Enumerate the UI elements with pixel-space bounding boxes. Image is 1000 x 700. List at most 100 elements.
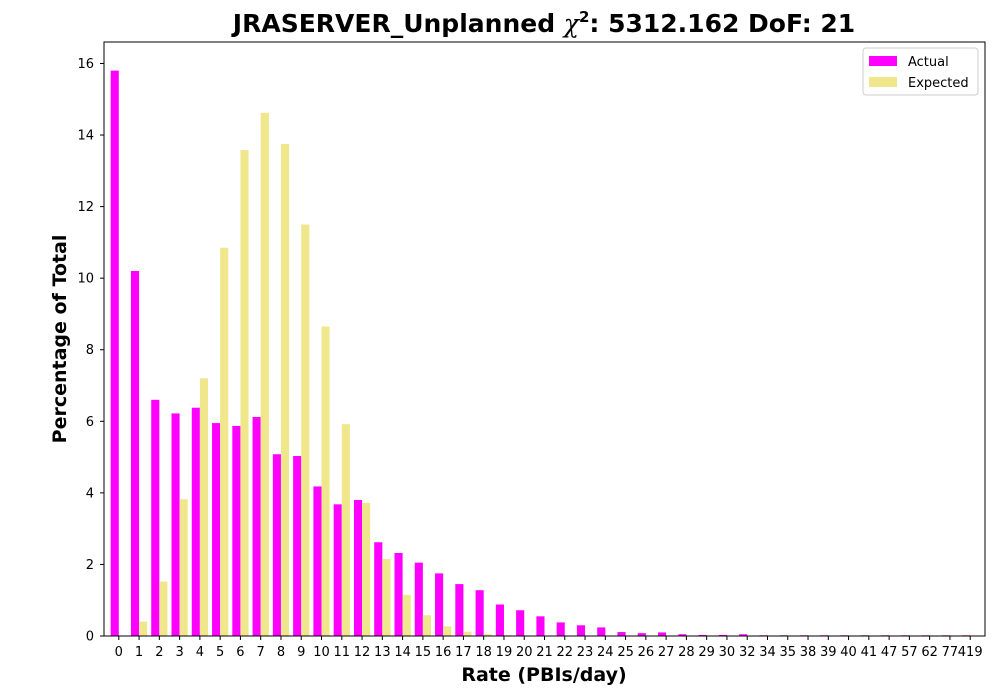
bars-group — [110, 70, 971, 637]
bar-actual-19 — [495, 604, 504, 636]
x-tick-label-41: 41 — [861, 645, 878, 660]
x-tick-label-57: 57 — [901, 645, 918, 660]
x-tick-label-20: 20 — [516, 645, 533, 660]
x-tick-label-32: 32 — [739, 645, 756, 660]
x-tick-label-22: 22 — [556, 645, 573, 660]
bar-expected-12 — [362, 502, 371, 636]
x-tick-label-77: 77 — [942, 645, 959, 660]
x-tick-label-17: 17 — [455, 645, 472, 660]
bar-actual-20 — [516, 610, 525, 636]
bar-actual-9 — [293, 456, 302, 636]
bar-expected-7 — [260, 112, 269, 637]
bar-actual-27 — [658, 632, 667, 636]
x-tick-label-62: 62 — [921, 645, 938, 660]
x-tick-label-2: 2 — [155, 645, 163, 660]
bar-actual-4 — [191, 407, 200, 636]
x-tick-label-23: 23 — [577, 645, 594, 660]
x-tick-label-3: 3 — [175, 645, 183, 660]
bar-actual-7 — [252, 417, 261, 636]
x-tick-label-24: 24 — [597, 645, 614, 660]
x-tick-label-35: 35 — [779, 645, 796, 660]
legend-label-actual: Actual — [908, 55, 949, 70]
y-tick-label-16: 16 — [77, 57, 94, 72]
title-superscript: 2 — [579, 8, 589, 26]
bar-actual-10 — [313, 486, 322, 636]
x-tick-label-26: 26 — [638, 645, 655, 660]
x-tick-label-13: 13 — [374, 645, 391, 660]
x-tick-label-28: 28 — [678, 645, 695, 660]
bar-actual-29 — [698, 634, 707, 636]
bar-actual-21 — [536, 616, 545, 636]
bar-expected-3 — [179, 499, 188, 636]
bar-actual-32 — [739, 634, 748, 636]
x-tick-label-40: 40 — [840, 645, 857, 660]
x-tick-label-16: 16 — [435, 645, 452, 660]
bar-expected-18 — [483, 634, 492, 636]
y-tick-label-2: 2 — [86, 558, 94, 573]
bar-expected-8 — [280, 143, 290, 637]
bar-actual-26 — [637, 633, 646, 636]
bar-actual-18 — [475, 590, 484, 636]
x-tick-label-27: 27 — [658, 645, 675, 660]
legend: Actual Expected — [862, 47, 979, 96]
x-tick-label-6: 6 — [236, 645, 244, 660]
bar-expected-4 — [199, 378, 208, 636]
bar-actual-16 — [435, 573, 444, 636]
chart-title: JRASERVER_Unplanned χ2: 5312.162 DoF: 21 — [231, 8, 855, 38]
bar-expected-11 — [341, 424, 350, 636]
x-tick-label-4: 4 — [196, 645, 204, 660]
bar-expected-5 — [220, 247, 229, 636]
bar-actual-2 — [151, 399, 160, 636]
x-tick-label-7: 7 — [257, 645, 265, 660]
legend-label-expected: Expected — [908, 76, 969, 91]
bar-expected-14 — [402, 594, 411, 636]
x-tick-label-38: 38 — [800, 645, 817, 660]
bar-expected-10 — [321, 326, 330, 636]
bar-actual-30 — [718, 634, 727, 636]
x-tick-label-30: 30 — [719, 645, 736, 660]
bar-expected-2 — [159, 581, 168, 636]
x-axis-label: Rate (PBIs/day) — [461, 664, 626, 686]
x-tick-label-39: 39 — [820, 645, 837, 660]
x-tick-label-47: 47 — [881, 645, 898, 660]
bar-expected-1 — [139, 621, 148, 636]
x-tick-label-9: 9 — [297, 645, 305, 660]
x-tick-label-19: 19 — [496, 645, 513, 660]
y-tick-label-12: 12 — [77, 200, 94, 215]
bar-actual-14 — [394, 552, 403, 636]
x-tick-label-11: 11 — [334, 645, 351, 660]
bar-actual-5 — [212, 423, 221, 636]
legend-swatch-actual — [869, 56, 897, 66]
bar-actual-25 — [617, 632, 626, 636]
x-tick-label-0: 0 — [115, 645, 123, 660]
bar-actual-15 — [414, 562, 423, 636]
x-tick-label-18: 18 — [475, 645, 492, 660]
x-tick-label-1: 1 — [135, 645, 143, 660]
x-tick-label-12: 12 — [354, 645, 371, 660]
bar-actual-17 — [455, 584, 464, 636]
y-tick-label-14: 14 — [77, 129, 94, 144]
bar-actual-8 — [272, 454, 281, 636]
x-tick-label-25: 25 — [617, 645, 634, 660]
bar-actual-0 — [110, 70, 119, 636]
bar-expected-17 — [463, 631, 472, 636]
bar-expected-16 — [443, 626, 452, 636]
y-tick-label-4: 4 — [86, 486, 94, 501]
y-tick-label-8: 8 — [86, 343, 94, 358]
x-tick-label-8: 8 — [277, 645, 285, 660]
bar-actual-24 — [597, 627, 606, 636]
bar-expected-6 — [240, 150, 249, 636]
bar-actual-28 — [678, 634, 687, 636]
axes-group: 0 1 2 3 4 5 6 7 8 9 10 11 12 13 14 15 16 17 18 19 20 21 22 23 24… — [77, 41, 986, 660]
y-axis-label: Percentage of Total — [49, 235, 71, 444]
bar-actual-13 — [374, 542, 383, 636]
bar-expected-9 — [301, 224, 310, 637]
legend-swatch-expected — [869, 77, 897, 87]
x-tick-label-34: 34 — [759, 645, 776, 660]
x-tick-label-10: 10 — [313, 645, 330, 660]
bar-actual-6 — [232, 425, 241, 636]
x-tick-label-29: 29 — [698, 645, 715, 660]
bar-actual-22 — [556, 622, 565, 636]
y-tick-label-0: 0 — [86, 630, 94, 645]
